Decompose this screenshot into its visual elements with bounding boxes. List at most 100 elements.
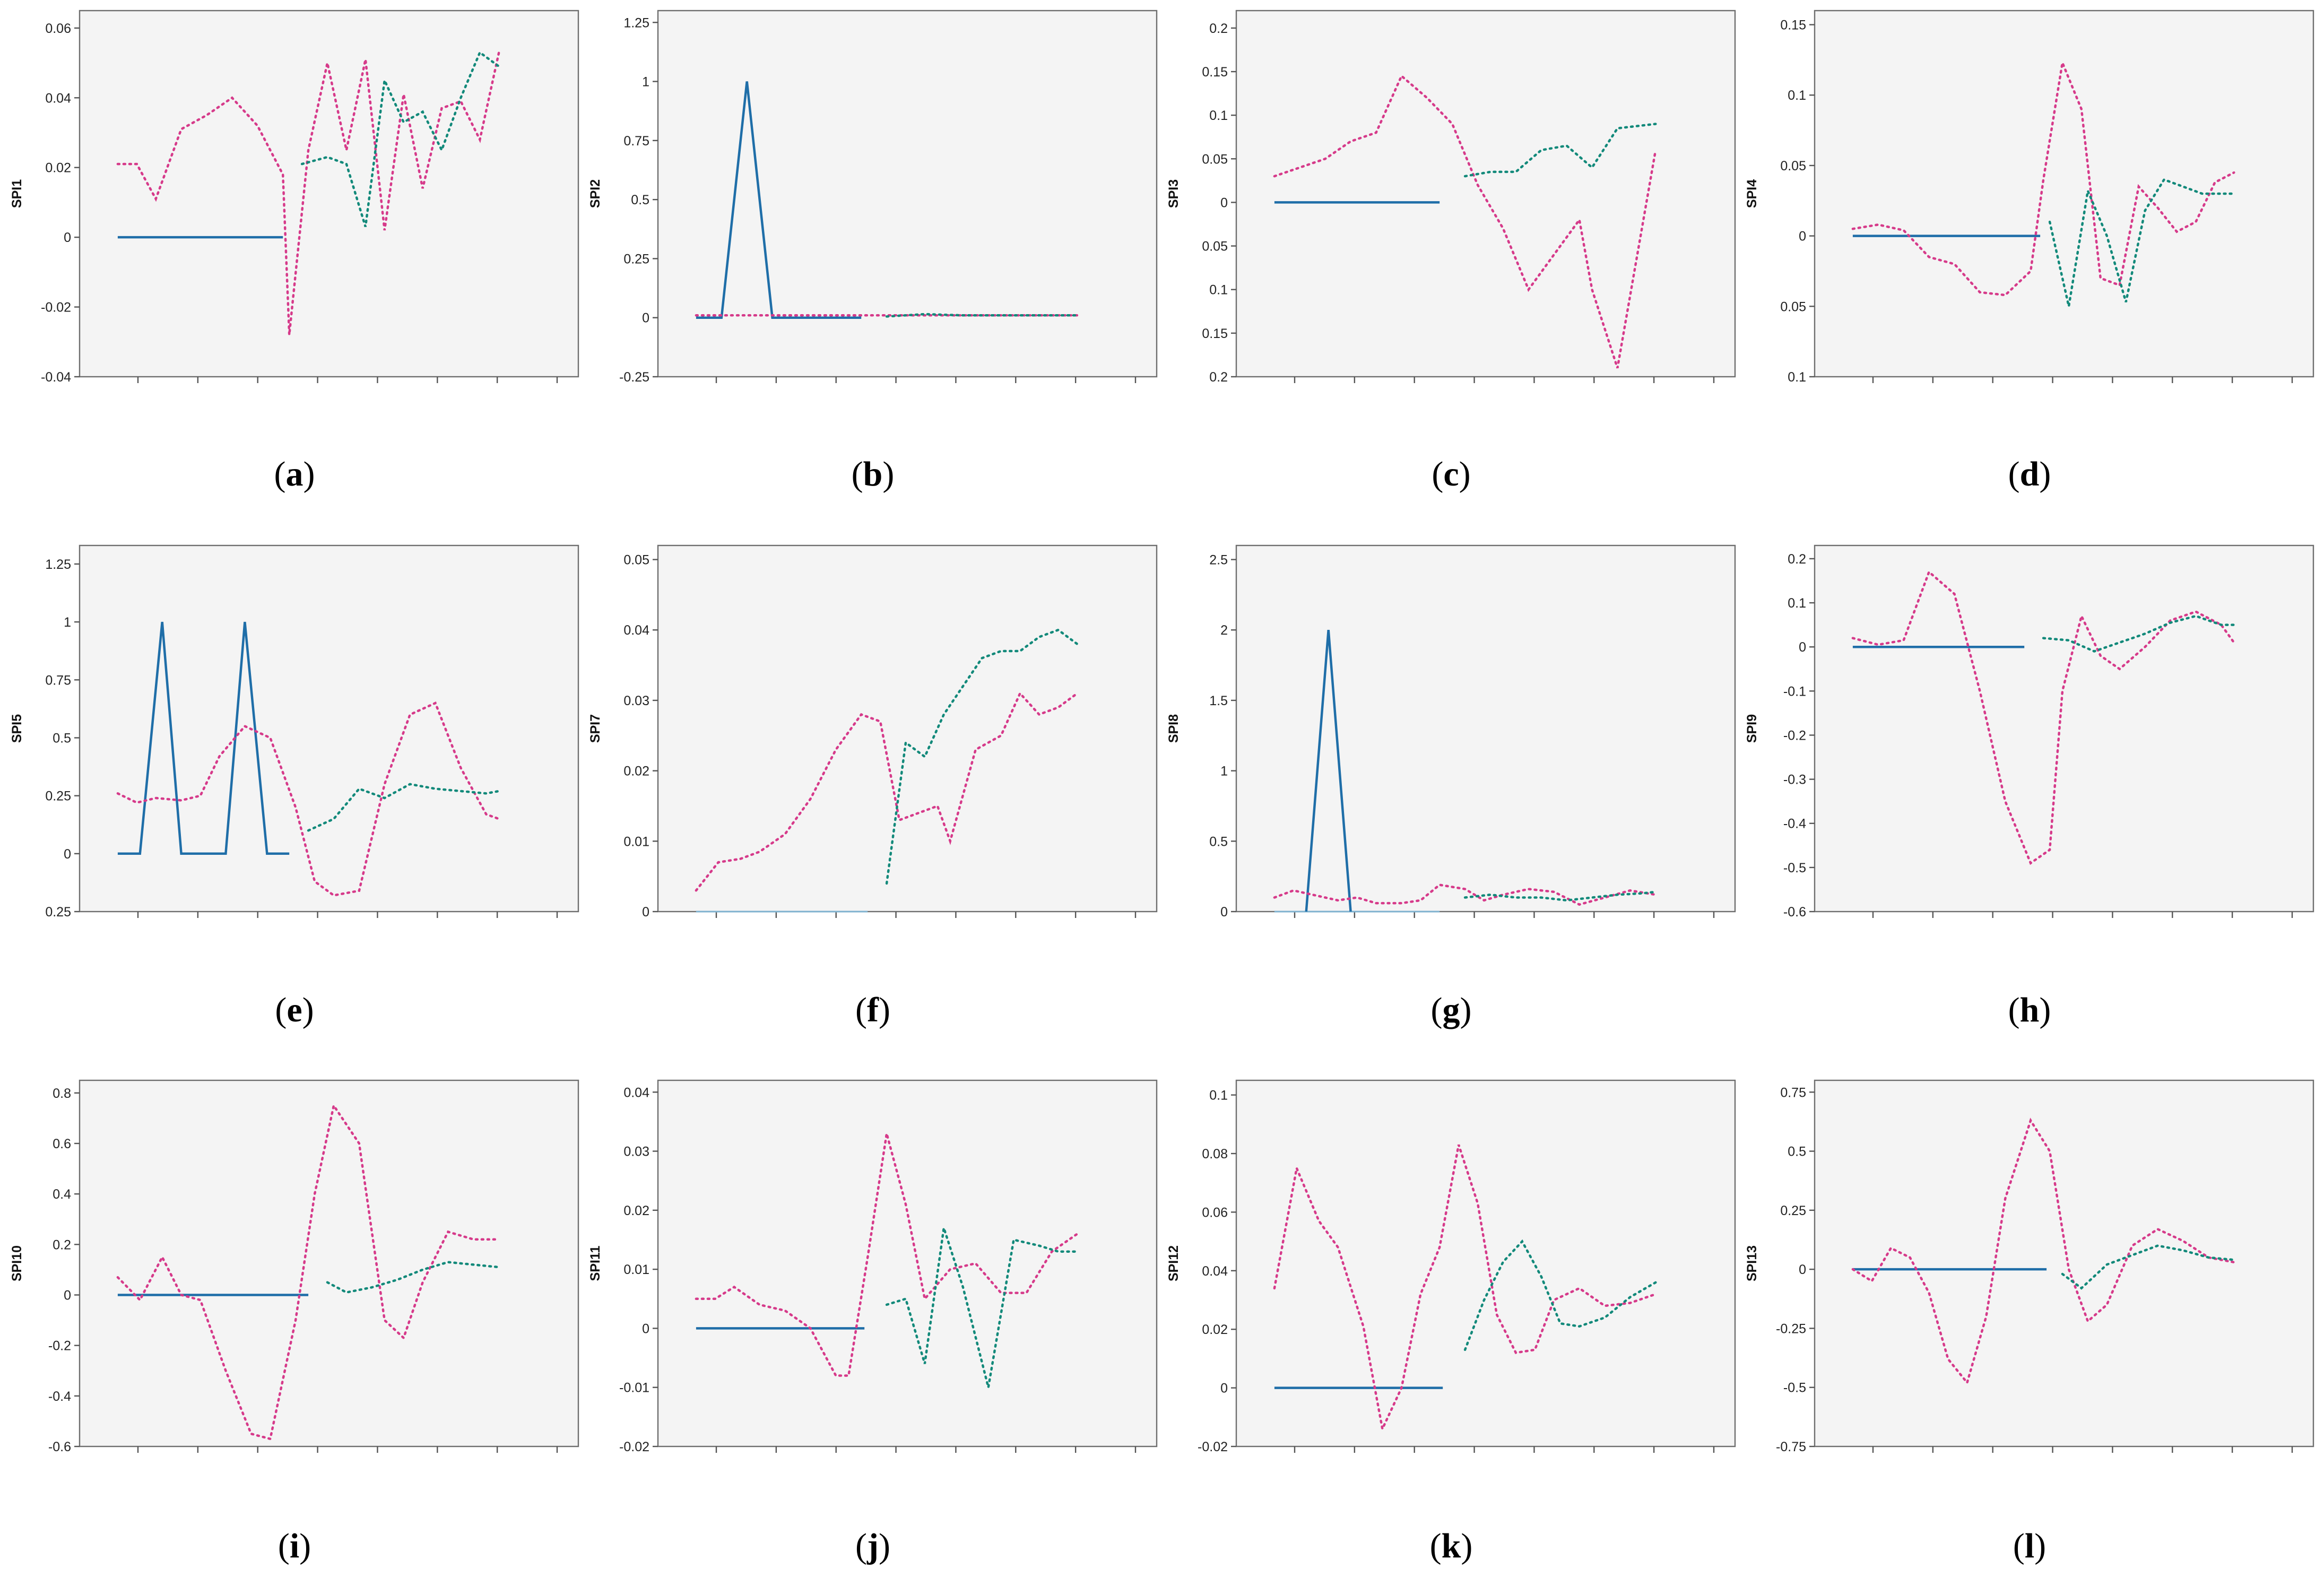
y-tick-label: 0.2 (1788, 552, 1806, 567)
y-tick-label: 0.1 (1209, 108, 1228, 123)
y-tick-label: 0.15 (1780, 18, 1806, 33)
y-tick-label: 0.25 (45, 905, 71, 920)
chart-panel-l: 0.75 0.5 0.25 0 -0.25 -0.5 -0.75 SPI13 (l) (1745, 1079, 2314, 1565)
y-tick-label: 0 (1220, 1381, 1228, 1396)
y-axis-label: SPI1 (10, 179, 24, 208)
chart-panel-b: 1.25 1 0.75 0.5 0.25 0 -0.25 SPI2 (b) (588, 10, 1158, 493)
y-tick-label: 0 (642, 311, 649, 326)
series-line-solid (1305, 630, 1352, 912)
plot-area (1814, 1079, 2314, 1448)
series-line-dotted-pink (1273, 1144, 1657, 1433)
y-tick-label: 0.05 (1780, 159, 1806, 174)
y-tick-label: 0.6 (53, 1137, 71, 1151)
y-axis-label: SPI9 (1745, 714, 1759, 743)
y-tick-label: 0.06 (45, 21, 71, 36)
y-tick-label: 0.5 (631, 193, 649, 207)
y-tick-label: -0.6 (1783, 905, 1806, 920)
y-tick-label: 0.05 (1202, 239, 1228, 254)
y-tick-label: -0.02 (619, 1440, 649, 1454)
y-tick-label: 0 (1799, 229, 1806, 244)
y-tick-label: 0.05 (1202, 152, 1228, 167)
series-line-dotted-green (885, 628, 1079, 885)
panel-caption: (c) (1432, 455, 1470, 493)
y-tick-label: 0 (1220, 195, 1228, 210)
panel-caption-letter: i (290, 1527, 299, 1565)
y-tick-label: 0.02 (1202, 1322, 1228, 1337)
y-tick-label: 2 (1220, 623, 1228, 638)
plot-area (657, 1079, 1158, 1448)
y-tick-label: 0.05 (1780, 299, 1806, 314)
y-tick-label: 1.5 (1209, 694, 1228, 708)
y-tick-label: 1 (642, 75, 649, 90)
series-line-solid (117, 621, 290, 855)
series-line-dotted-green (1463, 890, 1657, 902)
panel-caption: (h) (2008, 991, 2051, 1029)
y-tick-label: 0.03 (623, 1145, 649, 1159)
y-tick-label: -0.6 (48, 1440, 71, 1454)
panel-caption: (b) (852, 455, 895, 493)
y-tick-label: 1.25 (623, 15, 649, 30)
panel-caption-letter: e (287, 991, 302, 1029)
series-line-dotted-green (2061, 1244, 2235, 1290)
y-tick-label: 0.75 (623, 134, 649, 149)
series-line-solid (696, 81, 862, 319)
plot-area (1814, 544, 2314, 913)
y-axis-label: SPI7 (588, 714, 603, 743)
panel-caption-letter: k (1442, 1527, 1461, 1565)
series-line-dotted-pink (1851, 570, 2235, 865)
series-line-dotted-pink (116, 51, 500, 335)
panel-caption: (l) (2013, 1527, 2046, 1565)
y-axis-label: SPI10 (10, 1245, 24, 1281)
panel-caption: (f) (855, 991, 890, 1029)
y-tick-label: -0.3 (1783, 773, 1806, 787)
y-tick-label: -0.2 (1783, 728, 1806, 743)
plot-area (1235, 1079, 1736, 1448)
y-tick-label: 2.5 (1209, 553, 1228, 568)
y-tick-label: 1.25 (45, 557, 71, 572)
y-tick-label: 1 (1220, 764, 1228, 779)
series-line-dotted-pink (116, 1102, 500, 1441)
chart-panel-k: 0.1 0.08 0.06 0.04 0.02 0 -0.02 SPI12 (k) (1166, 1079, 1736, 1565)
y-tick-label: -0.01 (619, 1381, 649, 1396)
y-tick-label: 0 (1220, 905, 1228, 920)
panel-caption: (i) (278, 1527, 311, 1565)
y-tick-label: 0.2 (1209, 21, 1228, 36)
chart-panel-j: 0.04 0.03 0.02 0.01 0 -0.01 -0.02 SPI11 (j) (588, 1079, 1158, 1565)
panel-caption-letter: f (867, 991, 879, 1029)
y-tick-label: 0.03 (623, 694, 649, 708)
y-tick-label: 0 (64, 230, 71, 245)
panel-caption-letter: b (863, 455, 883, 493)
y-tick-label: -0.4 (48, 1389, 71, 1404)
y-tick-label: 0.04 (623, 623, 649, 638)
y-tick-label: 0.04 (1202, 1264, 1228, 1279)
panel-caption: (d) (2008, 455, 2051, 493)
y-axis-label: SPI3 (1166, 179, 1181, 208)
panel-caption: (k) (1430, 1527, 1473, 1565)
plot-area (79, 1079, 579, 1448)
panel-caption: (g) (1431, 991, 1472, 1029)
panel-caption: (e) (275, 991, 314, 1029)
series-line-dotted-green (2048, 178, 2235, 307)
series-line-dotted-green (1463, 123, 1657, 178)
series-line-dotted-pink (695, 691, 1079, 892)
plot-area (657, 10, 1158, 378)
series-line-dotted-pink (116, 701, 500, 897)
y-tick-label: 0.01 (623, 1262, 649, 1277)
y-tick-label: 0.05 (623, 553, 649, 568)
y-tick-label: 0.1 (1788, 596, 1806, 611)
y-tick-label: -0.5 (1783, 1381, 1806, 1396)
y-tick-label: 0 (64, 847, 71, 862)
series-line-dotted-green (300, 50, 500, 228)
y-tick-label: 0.1 (1788, 88, 1806, 103)
chart-panel-g: 2.5 2 1.5 1 0.5 0 SPI8 (g) (1166, 544, 1736, 1029)
panel-caption-letter: a (286, 455, 303, 493)
y-tick-label: 0.75 (1780, 1085, 1806, 1100)
y-tick-label: 0.04 (45, 91, 71, 106)
y-tick-label: 0.25 (623, 252, 649, 266)
y-tick-label: 0.75 (45, 673, 71, 688)
y-tick-label: -0.04 (41, 370, 71, 385)
panel-caption-letter: c (1443, 455, 1459, 493)
y-tick-label: 0 (642, 1321, 649, 1336)
y-tick-label: 0.04 (623, 1085, 649, 1100)
